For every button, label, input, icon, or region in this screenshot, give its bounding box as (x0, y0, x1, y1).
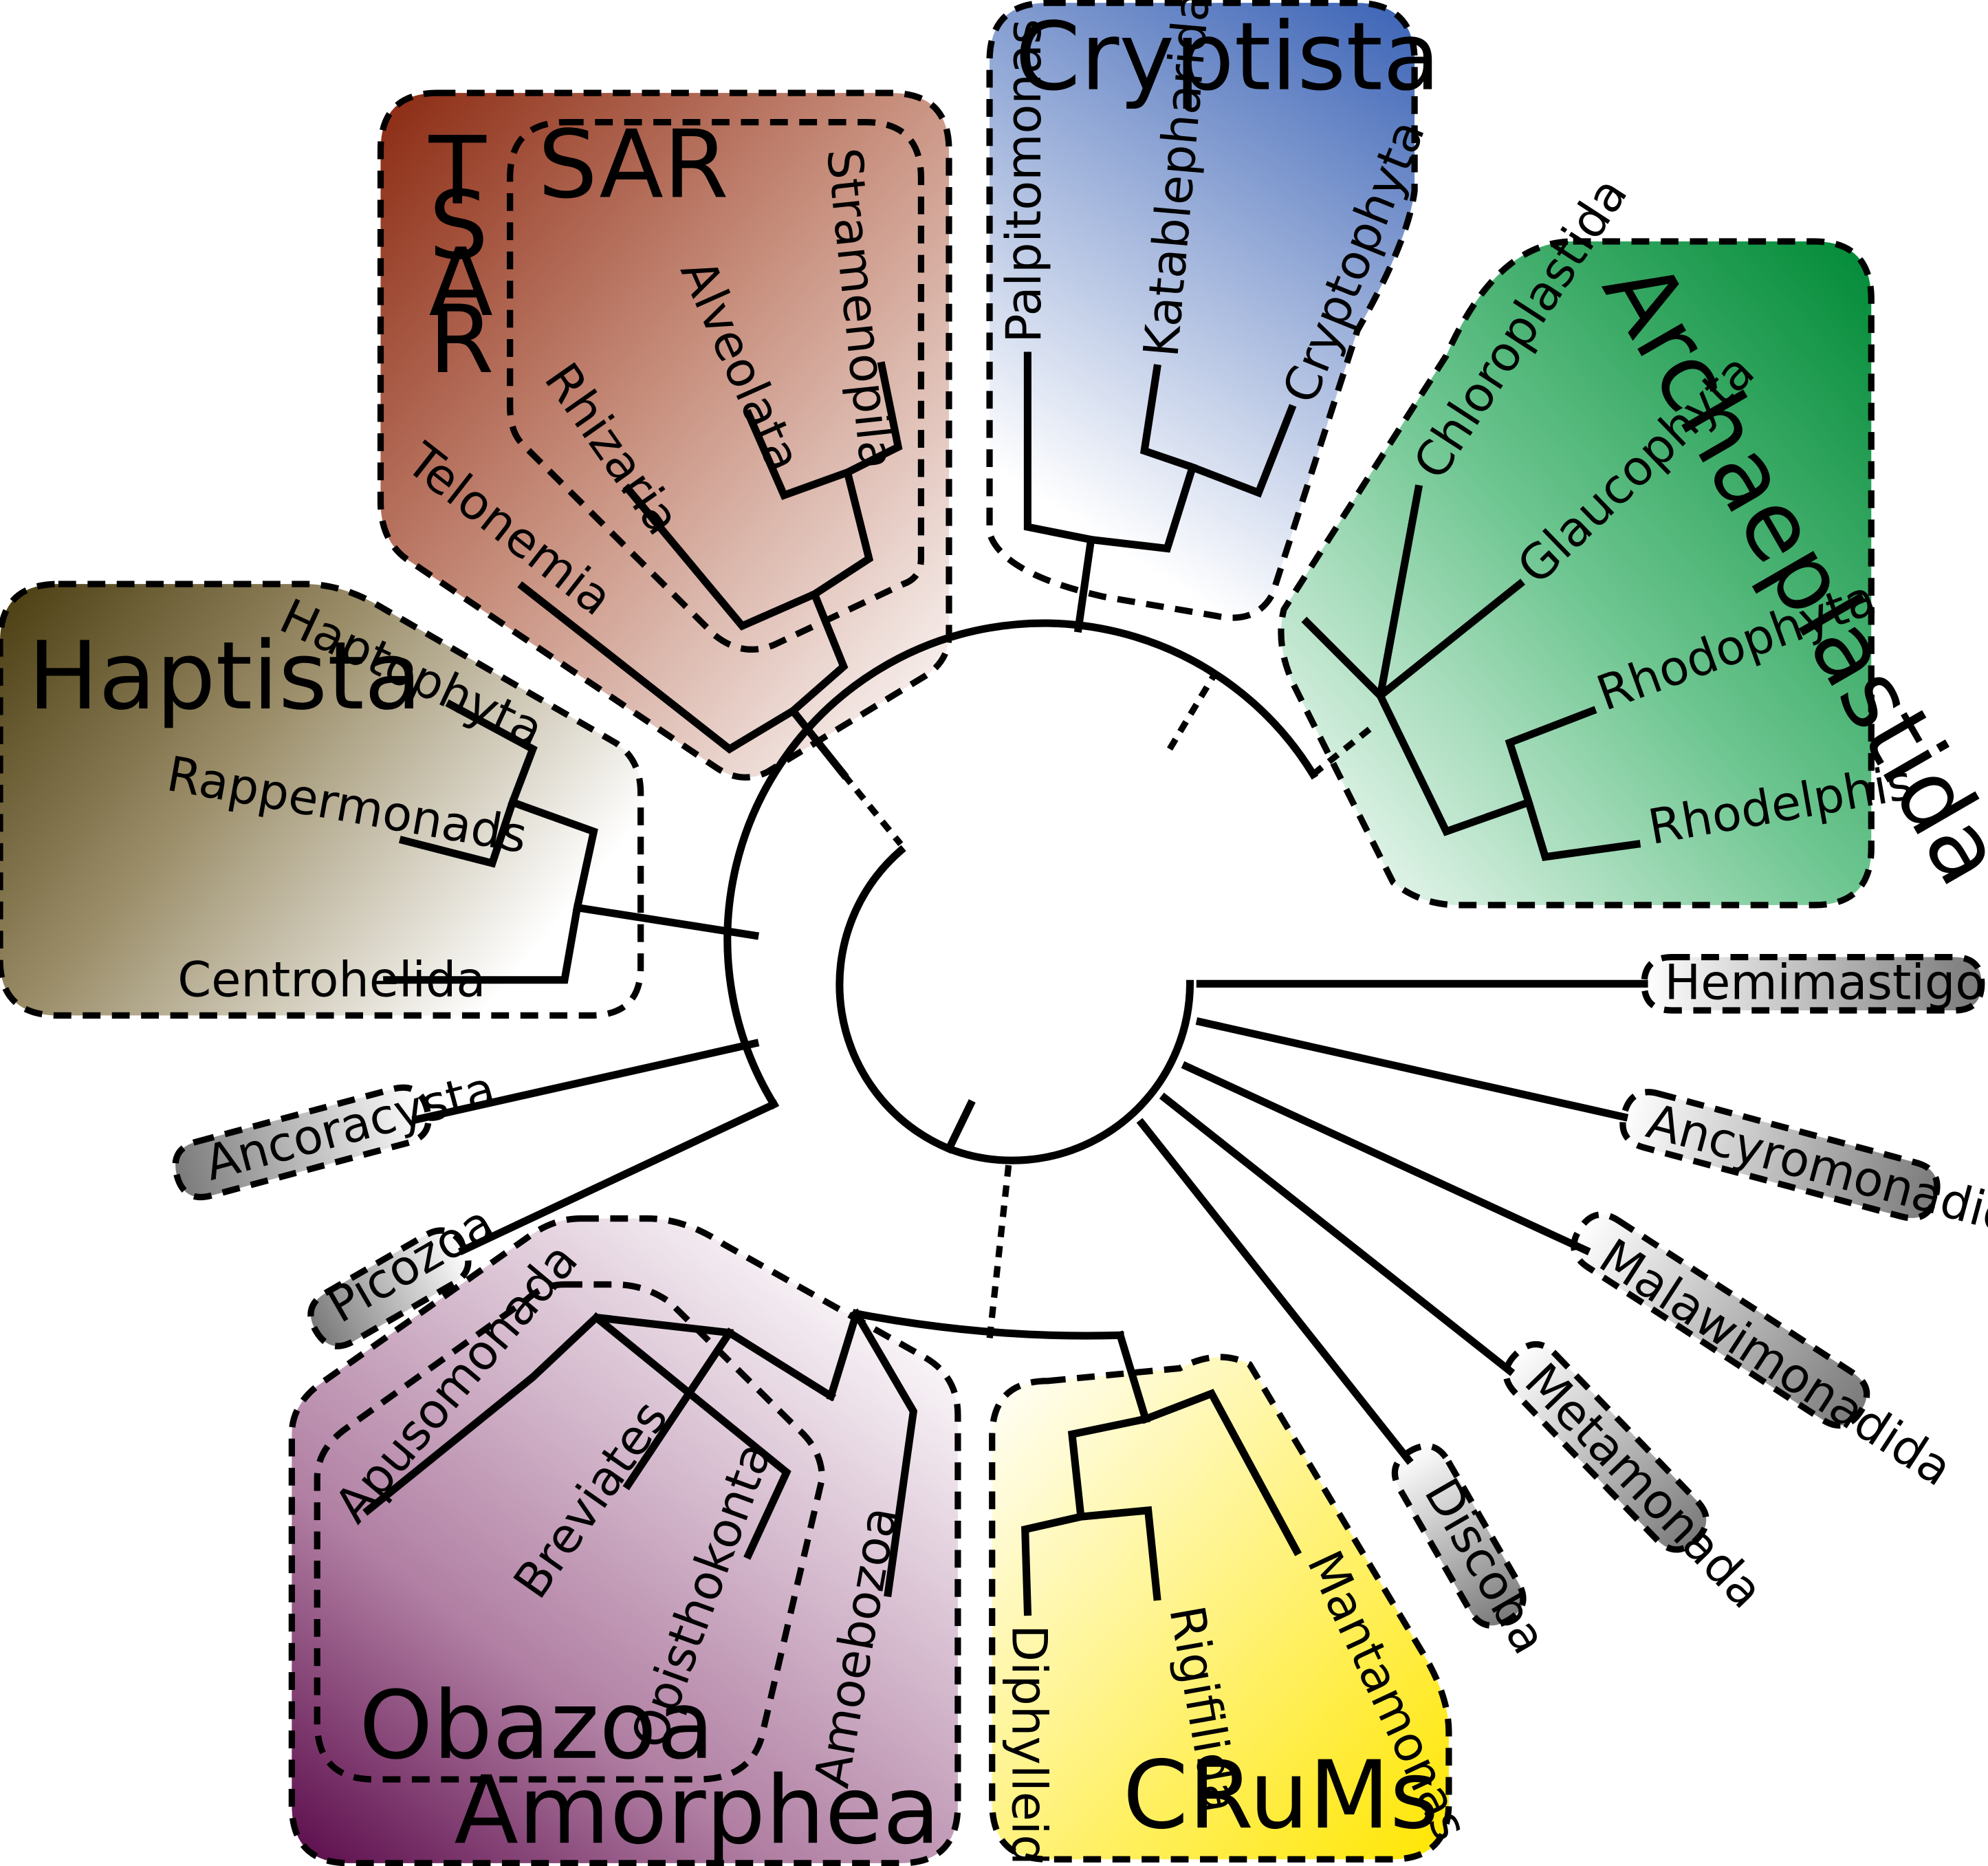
crums-stem (1021, 1330, 1302, 1616)
backbone-inner-arc (835, 845, 1194, 1164)
metamonada-chip (1503, 1341, 1710, 1553)
discoba-branch (1136, 1118, 1414, 1465)
picozoa-branch (458, 1099, 779, 1256)
ancyromonadida-branch (1195, 1017, 1629, 1122)
amorphea-box (288, 1215, 961, 1866)
ancoracysta-branch (411, 1039, 760, 1125)
title-amorphea: Amorphea (454, 1756, 940, 1865)
backbone-outer-arc (723, 619, 1319, 1110)
tsar-box (377, 89, 952, 781)
title-cryptista: Cryptista (1015, 3, 1441, 112)
metamonada-branch (1159, 1092, 1516, 1376)
crums-box (989, 1354, 1452, 1863)
tip-palpitomonas: Palpitomonas (996, 19, 1052, 343)
cryptista-link (1167, 671, 1219, 751)
haptista-box (0, 581, 644, 1019)
inner-stub-branch (943, 1099, 976, 1154)
tip-hemimastigophora: Hemimastigophora (1665, 954, 1988, 1010)
obazoa-box (314, 1281, 826, 1783)
tip-ancoracysta: Ancoracysta (199, 1061, 501, 1192)
hemimastigophora-chip (1641, 953, 1985, 1014)
sar-box (507, 118, 925, 653)
title-tsar-r: R (429, 285, 494, 395)
tsar-stem (517, 581, 849, 780)
amorphea-stem (362, 1308, 918, 1598)
title-crums: CRuMs (1123, 1741, 1439, 1850)
cryptista-box (986, 0, 1418, 621)
tsar-link (841, 772, 904, 847)
tip-metamonada: Metamonada (1514, 1352, 1775, 1619)
ancoracysta-chip (172, 1084, 432, 1201)
tip-centrohelida: Centrohelida (177, 952, 485, 1008)
tip-diphylleida: Diphylleida (1001, 1625, 1057, 1866)
ancyromonadida-chip (1619, 1089, 1941, 1222)
archaeplastida-link (1311, 721, 1379, 777)
malawimonadida-chip (1571, 1211, 1870, 1429)
title-tsar-a: A (429, 228, 493, 338)
title-tsar-s: S (429, 171, 489, 281)
archaeplastida-box (1278, 238, 1875, 909)
discoba-chip (1391, 1442, 1527, 1629)
sar-sub (622, 361, 903, 631)
haptista-stem (383, 699, 760, 984)
tip-discoba: Discoba (1413, 1469, 1558, 1663)
cryptista-sub (1086, 364, 1297, 553)
title-tsar-t: T (428, 117, 487, 226)
archaeplastida-stem (1301, 484, 1641, 861)
cryptista-stem (1023, 351, 1095, 633)
malawimonadida-branch (1181, 1061, 1591, 1256)
tip-ancyromonadida: Ancyromonadida (1641, 1093, 1988, 1253)
title-haptista: Haptista (28, 622, 422, 731)
title-obazoa: Obazoa (359, 1671, 714, 1781)
title-sar: SAR (538, 110, 728, 219)
picozoa-chip (307, 1227, 472, 1349)
amorphea-link (986, 1164, 1012, 1340)
